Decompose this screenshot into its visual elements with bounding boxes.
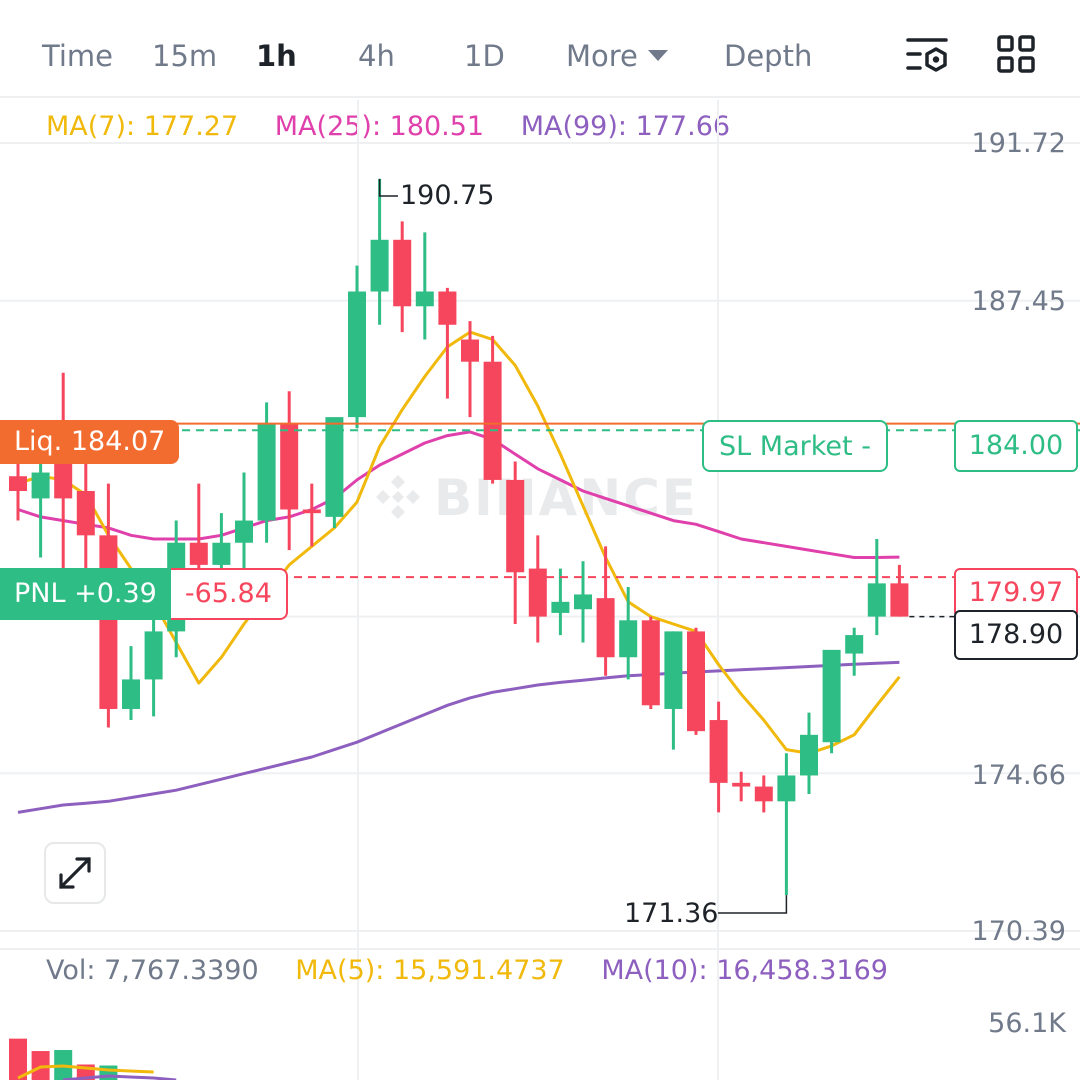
candle-body [777,775,796,802]
pnl-value: -65.84 [170,568,288,620]
volume-ma10-line [63,1074,177,1080]
caret-down-icon [647,50,668,61]
candle-body [596,598,615,658]
candle-body [31,472,50,499]
candle-body [822,649,841,743]
price-levels [0,178,1080,914]
sl-market-chip[interactable]: SL Market - [702,420,888,472]
candle-body [664,631,683,709]
liquidation-price-chip[interactable]: Liq. 184.07 [0,420,180,464]
candle-body [144,631,163,680]
candle-body [687,631,705,732]
tab-4h[interactable]: 4h [358,39,395,73]
candle-body [867,583,886,617]
volume-bar [9,1038,27,1080]
candle-body [235,520,253,543]
candle-body [212,542,231,565]
volume-divider [0,948,1080,950]
volume-ma5-line [17,1064,154,1080]
ma7-value: MA(7): 177.27 [46,111,239,142]
volume-ma10: MA(10): 16,458.3169 [601,955,888,986]
more-dropdown[interactable]: More [566,38,668,74]
candle-body [506,479,525,573]
low-price-label: 171.36 [624,898,719,929]
ma99-value: MA(99): 177.66 [520,111,731,142]
candle-body [122,679,140,709]
candle-body [619,620,638,658]
candle-body [845,635,864,654]
volume-legend: Vol: 7,767.3390 MA(5): 15,591.4737 MA(10… [46,954,916,988]
volume-bars [9,1038,177,1080]
entry-price-label: 179.97 [954,568,1078,618]
expand-icon [59,857,91,889]
candle-body [189,542,208,565]
more-label: More [566,39,638,73]
candle-body [348,291,366,418]
candle-body [99,535,118,709]
candle-body [732,782,751,787]
price-tick-label: 191.72 [971,128,1066,159]
low-leader [718,895,788,914]
timeframe-toolbar: Time 15m 1h 4h 1D More Depth [0,0,1080,98]
candle-body [641,620,660,706]
candle-body [800,734,818,776]
fullscreen-button[interactable] [44,842,106,904]
ma7-line [17,330,901,755]
candle-body [76,491,95,536]
candle-body [415,291,434,307]
price-tick-label: 174.66 [971,760,1066,791]
tab-1h[interactable]: 1h [256,39,297,73]
sl-price-label: 184.00 [954,420,1078,472]
ma-lines [17,330,901,814]
tab-15m[interactable]: 15m [152,39,218,73]
ma25-value: MA(25): 180.51 [274,111,485,142]
pnl-chip[interactable]: PNL +0.39 [0,568,171,620]
candle-body [890,583,909,617]
tab-depth[interactable]: Depth [724,39,813,73]
high-price-label: 190.75 [400,180,495,211]
volume-axis-label: 56.1K [988,1008,1066,1039]
candle-body [709,720,728,783]
binance-watermark: BINANCE [372,470,698,526]
tab-1d[interactable]: 1D [464,39,505,73]
last-price-label: 178.90 [954,610,1078,660]
tab-time[interactable]: Time [42,39,113,73]
volume-ma5: MA(5): 15,591.4737 [295,955,565,986]
high-leader [378,178,398,197]
price-tick-label: 170.39 [971,916,1066,947]
position-pnl[interactable]: PNL +0.39 -65.84 [0,568,288,620]
candle-body [370,239,389,292]
candle-body [528,568,547,617]
ma-legend: MA(7): 177.27 MA(25): 180.51 MA(99): 177… [46,110,758,144]
candle-body [393,239,412,307]
candle-body [325,417,344,517]
price-tick-label: 187.45 [971,286,1066,317]
candle-body [257,424,276,521]
candle-body [9,476,27,492]
candle-body [574,594,592,610]
candle-body [280,424,299,510]
candle-body [551,601,570,613]
candle-body [54,457,73,499]
volume-value: Vol: 7,767.3390 [46,955,259,986]
candle-body [483,361,502,480]
candle-body [461,339,479,362]
grid-layout-icon[interactable] [996,34,1036,78]
ma25-line [17,430,900,559]
candle-body [302,509,321,514]
candles [9,178,909,896]
candle-body [754,786,773,802]
watermark-text: BINANCE [434,469,698,527]
candle-body [438,291,457,325]
indicator-settings-icon[interactable] [906,34,950,80]
ma99-line [17,660,900,814]
